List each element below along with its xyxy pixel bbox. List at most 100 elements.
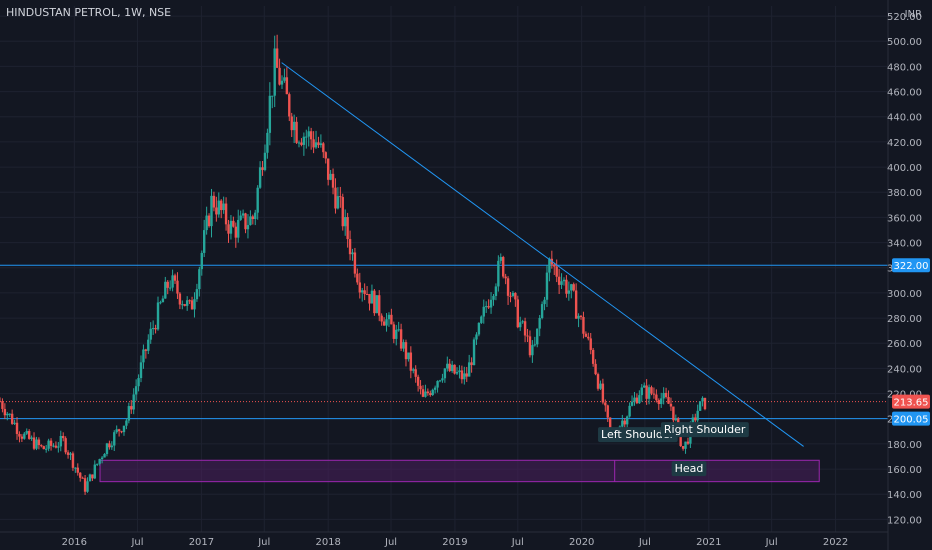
y-tick-label: 380.00 bbox=[887, 188, 922, 199]
candle-body bbox=[657, 400, 660, 405]
candle-body bbox=[246, 225, 250, 230]
candle-body bbox=[57, 446, 60, 448]
candle-body bbox=[239, 215, 242, 220]
candle-body bbox=[455, 371, 459, 374]
candle-body bbox=[570, 284, 573, 291]
candle-body bbox=[353, 252, 357, 274]
candle-body bbox=[96, 463, 99, 465]
candle-body bbox=[49, 440, 53, 446]
candle-body bbox=[565, 279, 568, 294]
candle-body bbox=[655, 394, 658, 401]
candle-body bbox=[275, 48, 279, 68]
annotation-background bbox=[660, 422, 749, 438]
candle-body bbox=[387, 314, 391, 320]
candle-body bbox=[628, 405, 631, 417]
candle-body bbox=[100, 457, 104, 460]
candle-body bbox=[176, 280, 179, 294]
candle-body bbox=[664, 392, 668, 398]
candle-body bbox=[698, 401, 702, 411]
candle-body bbox=[681, 446, 685, 449]
candle-body bbox=[76, 467, 79, 473]
candle-body bbox=[334, 187, 337, 209]
candle-body bbox=[548, 258, 551, 273]
candle-body bbox=[591, 349, 595, 364]
candle-body bbox=[222, 203, 225, 211]
candle-body bbox=[181, 304, 184, 306]
level-price-tag-text: 322.00 bbox=[894, 261, 929, 272]
annotation-background bbox=[671, 461, 707, 477]
candle-body bbox=[137, 378, 140, 387]
candle-body bbox=[343, 217, 347, 227]
candle-body bbox=[195, 289, 199, 300]
candle-body bbox=[71, 453, 75, 468]
candle-body bbox=[380, 315, 383, 322]
candle-body bbox=[183, 304, 186, 306]
candle-body bbox=[497, 260, 500, 287]
candle-body bbox=[703, 397, 707, 410]
candle-body bbox=[30, 437, 33, 439]
level-price-tag: 200.05 bbox=[892, 411, 930, 426]
candle-body bbox=[475, 334, 478, 340]
candle-body bbox=[647, 387, 651, 399]
candle-body bbox=[458, 370, 461, 372]
candle-body bbox=[492, 295, 495, 300]
candle-body bbox=[91, 474, 94, 479]
candle-body bbox=[217, 200, 220, 215]
candle-body bbox=[484, 306, 488, 308]
y-tick-label: 520.00 bbox=[887, 12, 922, 23]
candle-body bbox=[190, 300, 194, 310]
candle-body bbox=[494, 286, 498, 296]
candle-body bbox=[596, 374, 600, 389]
candle-body bbox=[10, 413, 14, 424]
y-tick-label: 140.00 bbox=[887, 490, 922, 501]
x-tick-label: 2019 bbox=[442, 537, 467, 548]
candle-body bbox=[185, 300, 189, 306]
candle-body bbox=[390, 314, 393, 325]
candle-body bbox=[66, 452, 70, 455]
candle-body bbox=[256, 187, 259, 213]
candle-body bbox=[635, 397, 639, 404]
candle-body bbox=[8, 413, 11, 415]
candle-body bbox=[416, 376, 420, 386]
candle-body bbox=[662, 392, 665, 399]
candle-body bbox=[645, 385, 648, 399]
candle-body bbox=[273, 48, 276, 96]
candle-body bbox=[210, 195, 213, 227]
candle-body bbox=[669, 403, 673, 407]
candle-body bbox=[263, 152, 267, 170]
candle-body bbox=[516, 299, 519, 328]
candle-body bbox=[523, 321, 527, 336]
candle-body bbox=[341, 197, 344, 227]
candle-body bbox=[266, 132, 269, 153]
candle-body bbox=[117, 429, 121, 432]
candle-body bbox=[64, 438, 67, 453]
candle-body bbox=[0, 401, 2, 403]
pattern-annotation: Head bbox=[671, 461, 707, 477]
level-price-tag-bg bbox=[892, 258, 930, 273]
descending-trendline bbox=[281, 62, 804, 447]
annotation-label: Head bbox=[675, 462, 704, 475]
candle-body bbox=[438, 380, 442, 382]
candle-body bbox=[463, 373, 466, 380]
candle-body bbox=[86, 481, 89, 492]
candle-body bbox=[290, 116, 293, 131]
candle-body bbox=[465, 373, 468, 377]
candle-body bbox=[83, 478, 87, 492]
candle-body bbox=[268, 95, 272, 133]
candle-body bbox=[254, 212, 257, 220]
candle-body bbox=[443, 368, 447, 379]
candle-body bbox=[198, 269, 201, 290]
candle-body bbox=[249, 216, 252, 226]
candle-body bbox=[25, 431, 28, 434]
candle-body bbox=[373, 290, 376, 314]
candle-body bbox=[402, 342, 405, 349]
candle-body bbox=[526, 335, 529, 337]
candle-body bbox=[696, 410, 699, 421]
candle-body bbox=[285, 77, 289, 95]
candle-body bbox=[132, 394, 135, 410]
candle-body bbox=[531, 345, 534, 356]
candle-body bbox=[312, 139, 315, 148]
candle-body bbox=[684, 441, 687, 449]
candle-body bbox=[110, 445, 114, 448]
